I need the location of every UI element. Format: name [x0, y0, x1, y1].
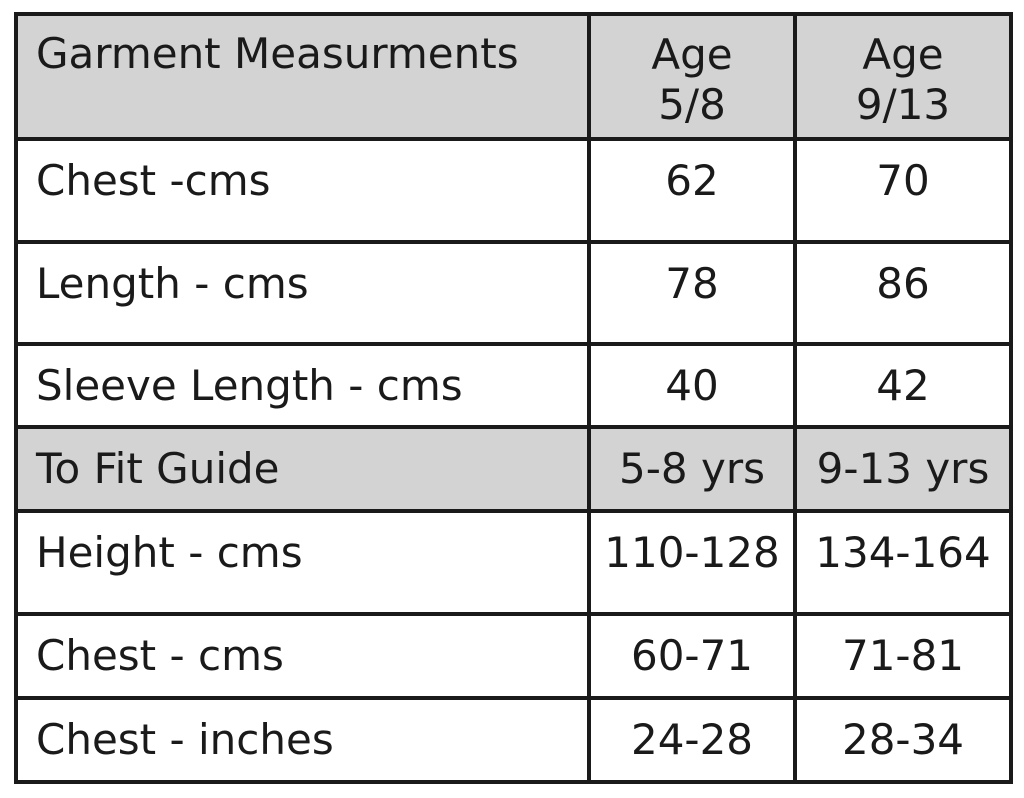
row-value-age-9-13: 71-81	[793, 612, 1013, 700]
fit-guide-label: To Fit Guide	[14, 425, 591, 513]
row-label: Chest - cms	[14, 612, 591, 700]
row-value-age-9-13: 134-164	[793, 509, 1013, 616]
row-value-age-5-8: 60-71	[587, 612, 797, 700]
header-age-5-8: Age 5/8	[587, 12, 797, 141]
header-row: Garment Measurments Age 5/8 Age 9/13	[14, 12, 1013, 141]
fit-guide-age-5-8: 5-8 yrs	[587, 425, 797, 513]
table-row: Chest -cms 62 70	[14, 137, 1013, 244]
row-value-age-5-8: 40	[587, 342, 797, 429]
header-age-5-8-line1: Age	[651, 30, 733, 79]
row-value-age-9-13: 86	[793, 240, 1013, 346]
table-row: Chest - cms 60-71 71-81	[14, 612, 1013, 700]
header-age-5-8-line2: 5/8	[658, 80, 726, 129]
table-row: Length - cms 78 86	[14, 240, 1013, 346]
row-label: Height - cms	[14, 509, 591, 616]
size-chart-table: Garment Measurments Age 5/8 Age 9/13 Che…	[14, 12, 1013, 784]
row-label: Sleeve Length - cms	[14, 342, 591, 429]
table-row: Chest - inches 24-28 28-34	[14, 696, 1013, 784]
row-value-age-5-8: 110-128	[587, 509, 797, 616]
table-row: Sleeve Length - cms 40 42	[14, 342, 1013, 429]
row-label: Chest -cms	[14, 137, 591, 244]
header-age-9-13-line1: Age	[862, 30, 944, 79]
fit-guide-header-row: To Fit Guide 5-8 yrs 9-13 yrs	[14, 425, 1013, 513]
header-garment-measurements: Garment Measurments	[14, 12, 591, 141]
fit-guide-age-9-13: 9-13 yrs	[793, 425, 1013, 513]
row-label: Chest - inches	[14, 696, 591, 784]
table-row: Height - cms 110-128 134-164	[14, 509, 1013, 616]
header-age-9-13-line2: 9/13	[855, 80, 951, 129]
row-value-age-9-13: 70	[793, 137, 1013, 244]
row-value-age-5-8: 62	[587, 137, 797, 244]
row-value-age-9-13: 28-34	[793, 696, 1013, 784]
header-age-9-13: Age 9/13	[793, 12, 1013, 141]
row-value-age-9-13: 42	[793, 342, 1013, 429]
row-label: Length - cms	[14, 240, 591, 346]
row-value-age-5-8: 24-28	[587, 696, 797, 784]
row-value-age-5-8: 78	[587, 240, 797, 346]
